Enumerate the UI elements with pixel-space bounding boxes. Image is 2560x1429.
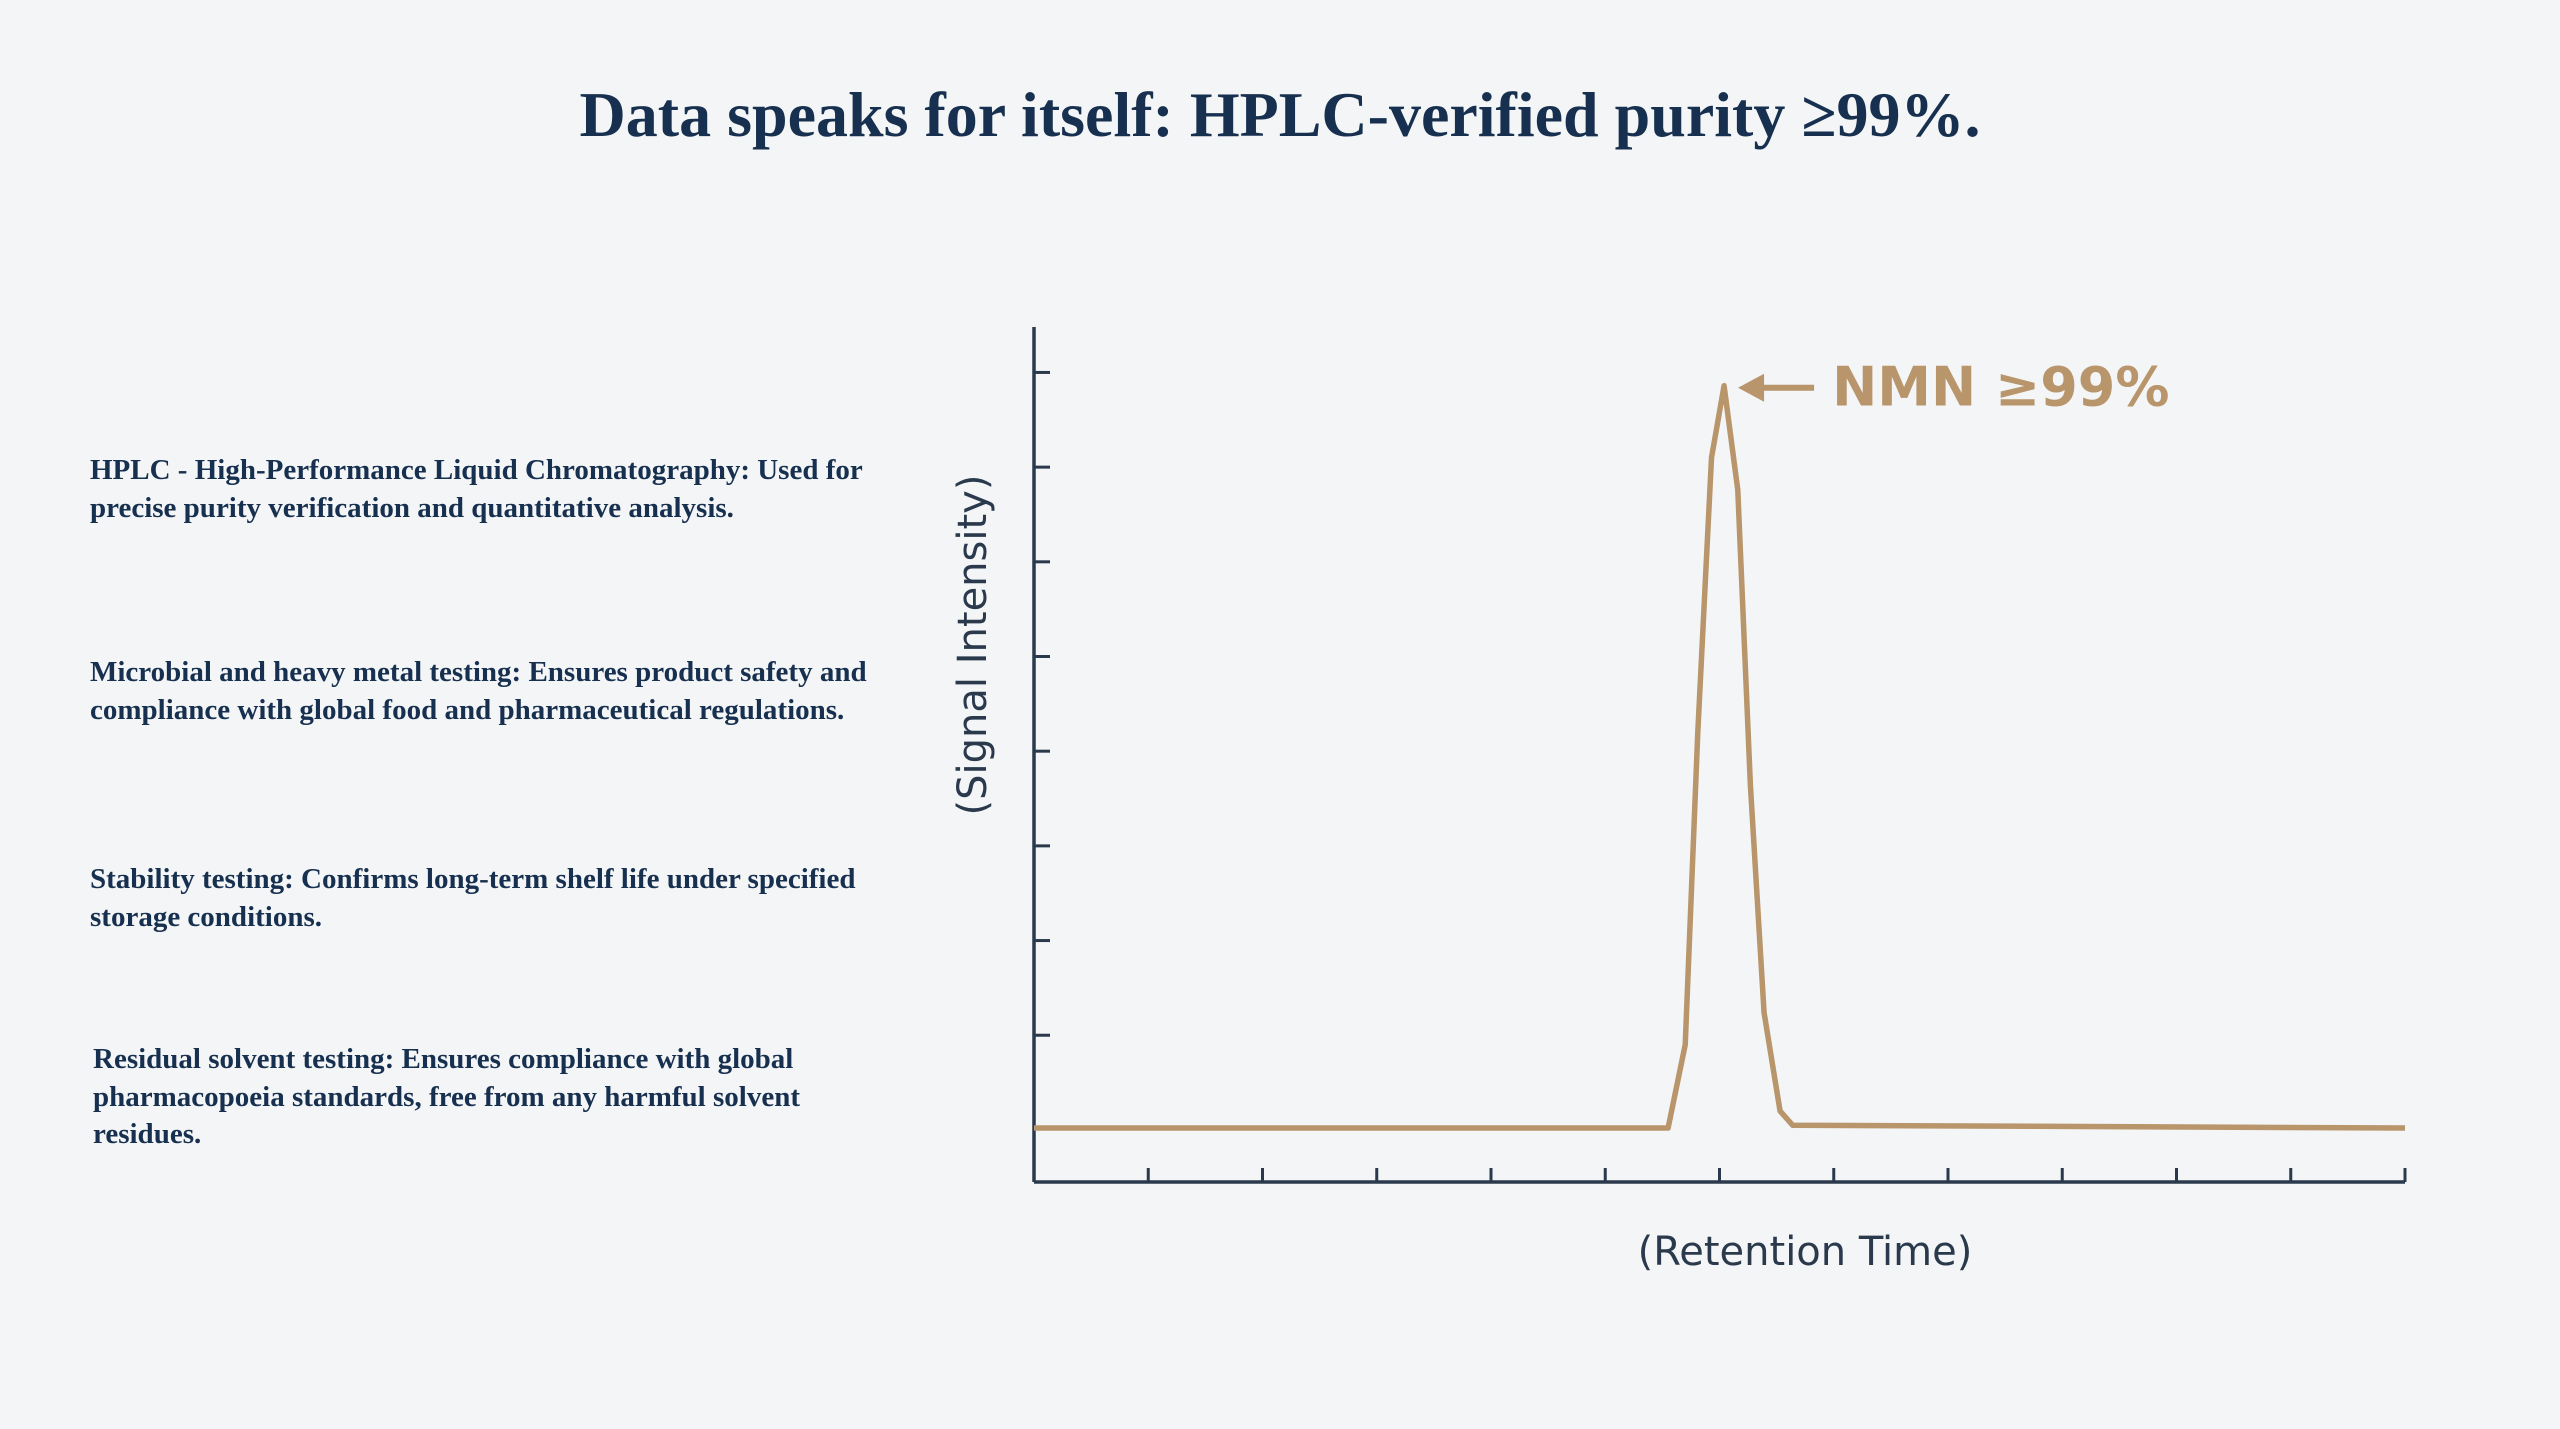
paragraph: Microbial and heavy metal testing: Ensur… (90, 656, 867, 726)
data-line (1034, 382, 2406, 1131)
paragraph: HPLC - High-Performance Liquid Chromatog… (90, 454, 863, 524)
paragraph: Residual solvent testing: Ensures compli… (93, 1043, 800, 1151)
x-axis-label: (Retention Time) (1638, 1229, 1973, 1275)
y-axis-label: (Signal Intensity) (950, 475, 996, 816)
annotation: NMN ≥99% (1832, 356, 2169, 419)
page-title: Data speaks for itself: HPLC-verified pu… (579, 79, 1981, 150)
annotation-arrowhead (1738, 373, 1765, 402)
paragraph: Stability testing: Confirms long-term sh… (90, 863, 856, 933)
